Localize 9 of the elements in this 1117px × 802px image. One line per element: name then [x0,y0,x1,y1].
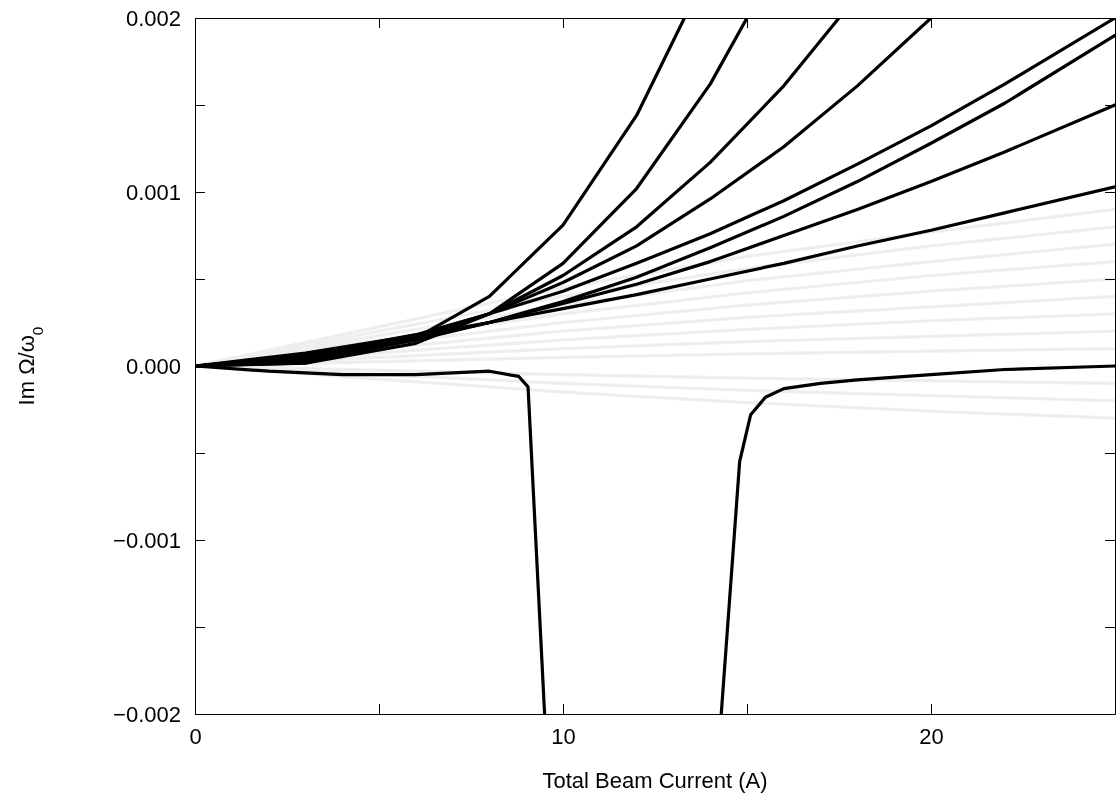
x-tick-label: 10 [551,723,576,749]
x-tick-label: 20 [919,723,944,749]
x-tick-label: 0 [189,723,202,749]
y-tick-label: −0.001 [113,527,181,553]
x-axis-title: Total Beam Current (A) [542,768,768,793]
y-tick-label: −0.002 [113,701,181,727]
y-tick-label: 0.002 [125,5,181,31]
y-tick-label: 0.001 [125,179,181,205]
y-tick-label: 0.000 [125,353,181,379]
